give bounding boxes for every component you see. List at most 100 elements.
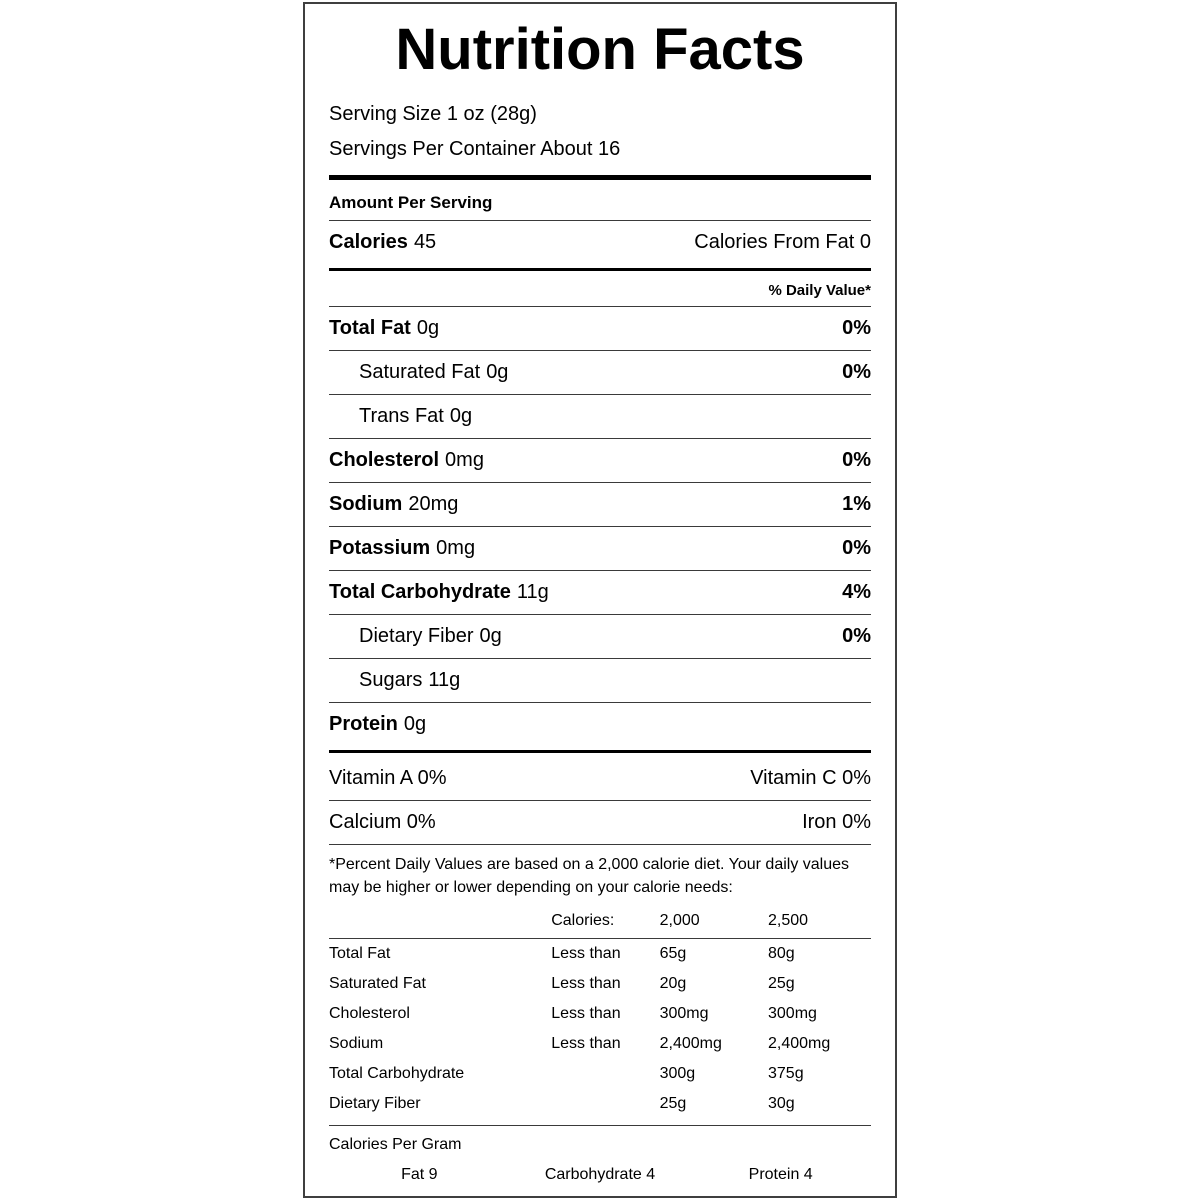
dv-table-header: Calories: 2,000 2,500 — [329, 906, 871, 940]
calories-per-gram-title: Calories Per Gram — [329, 1136, 462, 1154]
dv-row-2000: 25g — [659, 1095, 687, 1113]
dv-row-qualifier: Less than — [551, 975, 621, 993]
nutrient-name: Dietary Fiber — [359, 625, 474, 648]
serving-size: Serving Size 1 oz (28g) — [329, 102, 537, 125]
nutrient-text: Saturated Fat 0g — [359, 361, 508, 384]
dv-row-name: Total Fat — [329, 945, 391, 963]
calories-value: 45 — [413, 231, 437, 254]
nutrient-dv: 1% — [842, 493, 871, 516]
nutrient-name: Potassium — [329, 537, 431, 560]
calories-row: Calories 45 Calories From Fat 0 — [329, 221, 871, 264]
dv-row-name: Cholesterol — [329, 1005, 410, 1023]
vitamin-c: Vitamin C 0% — [750, 767, 871, 790]
dv-row-name: Total Carbohydrate — [329, 1065, 465, 1083]
nutrient-text: Protein 0g — [329, 713, 426, 736]
nutrient-value: 0g — [486, 361, 509, 384]
dv-table-row: Total Carbohydrate 300g 375g — [329, 1059, 871, 1089]
nutrient-row-protein: Protein 0g — [329, 703, 871, 746]
dv-table-row: Sodium Less than 2,400mg 2,400mg — [329, 1029, 871, 1059]
divider-hairline — [329, 1125, 871, 1127]
nutrient-name: Sugars — [359, 669, 423, 692]
nutrient-dv: 0% — [842, 449, 871, 472]
divider-thick-top — [329, 174, 871, 181]
nutrient-value: 0mg — [445, 449, 484, 472]
nutrient-dv: 0% — [842, 537, 871, 560]
dv-row-qualifier: Less than — [551, 945, 621, 963]
dv-table-row: Dietary Fiber 25g 30g — [329, 1089, 871, 1119]
dv-row-2000: 20g — [659, 975, 687, 993]
dv-row-name: Dietary Fiber — [329, 1095, 421, 1113]
dv-table-col-2000: 2,000 — [659, 912, 700, 930]
nutrient-text: Sodium 20mg — [329, 493, 458, 516]
nutrient-name: Saturated Fat — [359, 361, 481, 384]
vitamin-a: Vitamin A 0% — [329, 767, 447, 790]
dv-row-qualifier: Less than — [551, 1005, 621, 1023]
nutrient-row-sodium: Sodium 20mg 1% — [329, 483, 871, 528]
vitamin-row-2: Calcium 0% Iron 0% — [329, 801, 871, 846]
nutrient-dv: 4% — [842, 581, 871, 604]
nutrient-value: 11g — [516, 581, 549, 604]
dv-row-2500: 300mg — [768, 1005, 817, 1023]
nutrient-name: Total Carbohydrate — [329, 581, 511, 604]
calories-left: Calories 45 — [329, 231, 436, 254]
nutrient-name: Sodium — [329, 493, 403, 516]
dv-table-row: Total Fat Less than 65g 80g — [329, 939, 871, 969]
nutrient-text: Cholesterol 0mg — [329, 449, 484, 472]
dv-row-2500: 25g — [768, 975, 795, 993]
nutrient-dv: 0% — [842, 317, 871, 340]
nutrient-row-trans-fat: Trans Fat 0g — [329, 395, 871, 440]
calories-from-fat: Calories From Fat 0 — [694, 231, 871, 254]
nutrient-row-total-carbohydrate: Total Carbohydrate 11g 4% — [329, 571, 871, 616]
nutrient-name: Cholesterol — [329, 449, 440, 472]
dv-row-qualifier: Less than — [551, 1035, 621, 1053]
dv-row-2000: 300mg — [659, 1005, 709, 1023]
nutrient-name: Total Fat — [329, 317, 411, 340]
nutrient-text: Potassium 0mg — [329, 537, 475, 560]
divider-thick-calories — [329, 268, 871, 272]
dv-row-2000: 65g — [659, 945, 687, 963]
nutrient-value: 11g — [428, 669, 461, 692]
nutrient-value: 20mg — [408, 493, 459, 516]
dv-row-2500: 80g — [768, 945, 795, 963]
calcium: Calcium 0% — [329, 811, 436, 834]
nutrient-row-sugars: Sugars 11g — [329, 659, 871, 704]
dv-table-col-2500: 2,500 — [768, 912, 809, 930]
dv-table-row: Saturated Fat Less than 20g 25g — [329, 969, 871, 999]
dv-row-name: Saturated Fat — [329, 975, 426, 993]
calories-per-gram-row: Fat 9 Carbohydrate 4 Protein 4 — [329, 1158, 871, 1188]
cpg-protein: Protein 4 — [748, 1166, 813, 1184]
nutrient-row-saturated-fat: Saturated Fat 0g 0% — [329, 351, 871, 396]
dv-table-empty-cell — [329, 912, 551, 930]
nutrient-row-cholesterol: Cholesterol 0mg 0% — [329, 439, 871, 484]
dv-row-name: Sodium — [329, 1035, 384, 1053]
nutrient-text: Dietary Fiber 0g — [359, 625, 502, 648]
label-title: Nutrition Facts — [395, 17, 805, 82]
nutrient-value: 0g — [416, 317, 440, 340]
nutrient-value: 0mg — [436, 537, 476, 560]
dv-row-2500: 375g — [768, 1065, 804, 1083]
nutrient-text: Total Carbohydrate 11g — [329, 581, 549, 604]
nutrient-text: Sugars 11g — [359, 669, 460, 692]
dv-row-2500: 2,400mg — [768, 1035, 831, 1053]
nutrient-row-potassium: Potassium 0mg 0% — [329, 527, 871, 572]
dv-row-2500: 30g — [768, 1095, 795, 1113]
servings-per-container: Servings Per Container About 16 — [329, 137, 621, 160]
iron: Iron 0% — [802, 811, 871, 834]
dv-row-qualifier — [551, 1095, 659, 1113]
nutrient-text: Trans Fat 0g — [359, 405, 472, 428]
nutrient-name: Protein — [329, 713, 398, 736]
nutrient-name: Trans Fat — [359, 405, 444, 428]
nutrient-text: Total Fat 0g — [329, 317, 439, 340]
amount-per-serving: Amount Per Serving — [329, 184, 871, 222]
vitamin-row-1: Vitamin A 0% Vitamin C 0% — [329, 757, 871, 802]
nutrient-value: 0g — [449, 405, 473, 428]
nutrient-dv: 0% — [842, 361, 871, 384]
dv-row-qualifier — [551, 1065, 659, 1083]
nutrient-row-dietary-fiber: Dietary Fiber 0g 0% — [329, 615, 871, 660]
cpg-carbohydrate: Carbohydrate 4 — [544, 1166, 656, 1184]
cpg-fat: Fat 9 — [401, 1166, 438, 1184]
nutrient-dv: 0% — [842, 625, 871, 648]
daily-value-header: % Daily Value* — [329, 275, 871, 308]
nutrient-value: 0g — [479, 625, 502, 648]
calories-label: Calories — [329, 231, 408, 254]
